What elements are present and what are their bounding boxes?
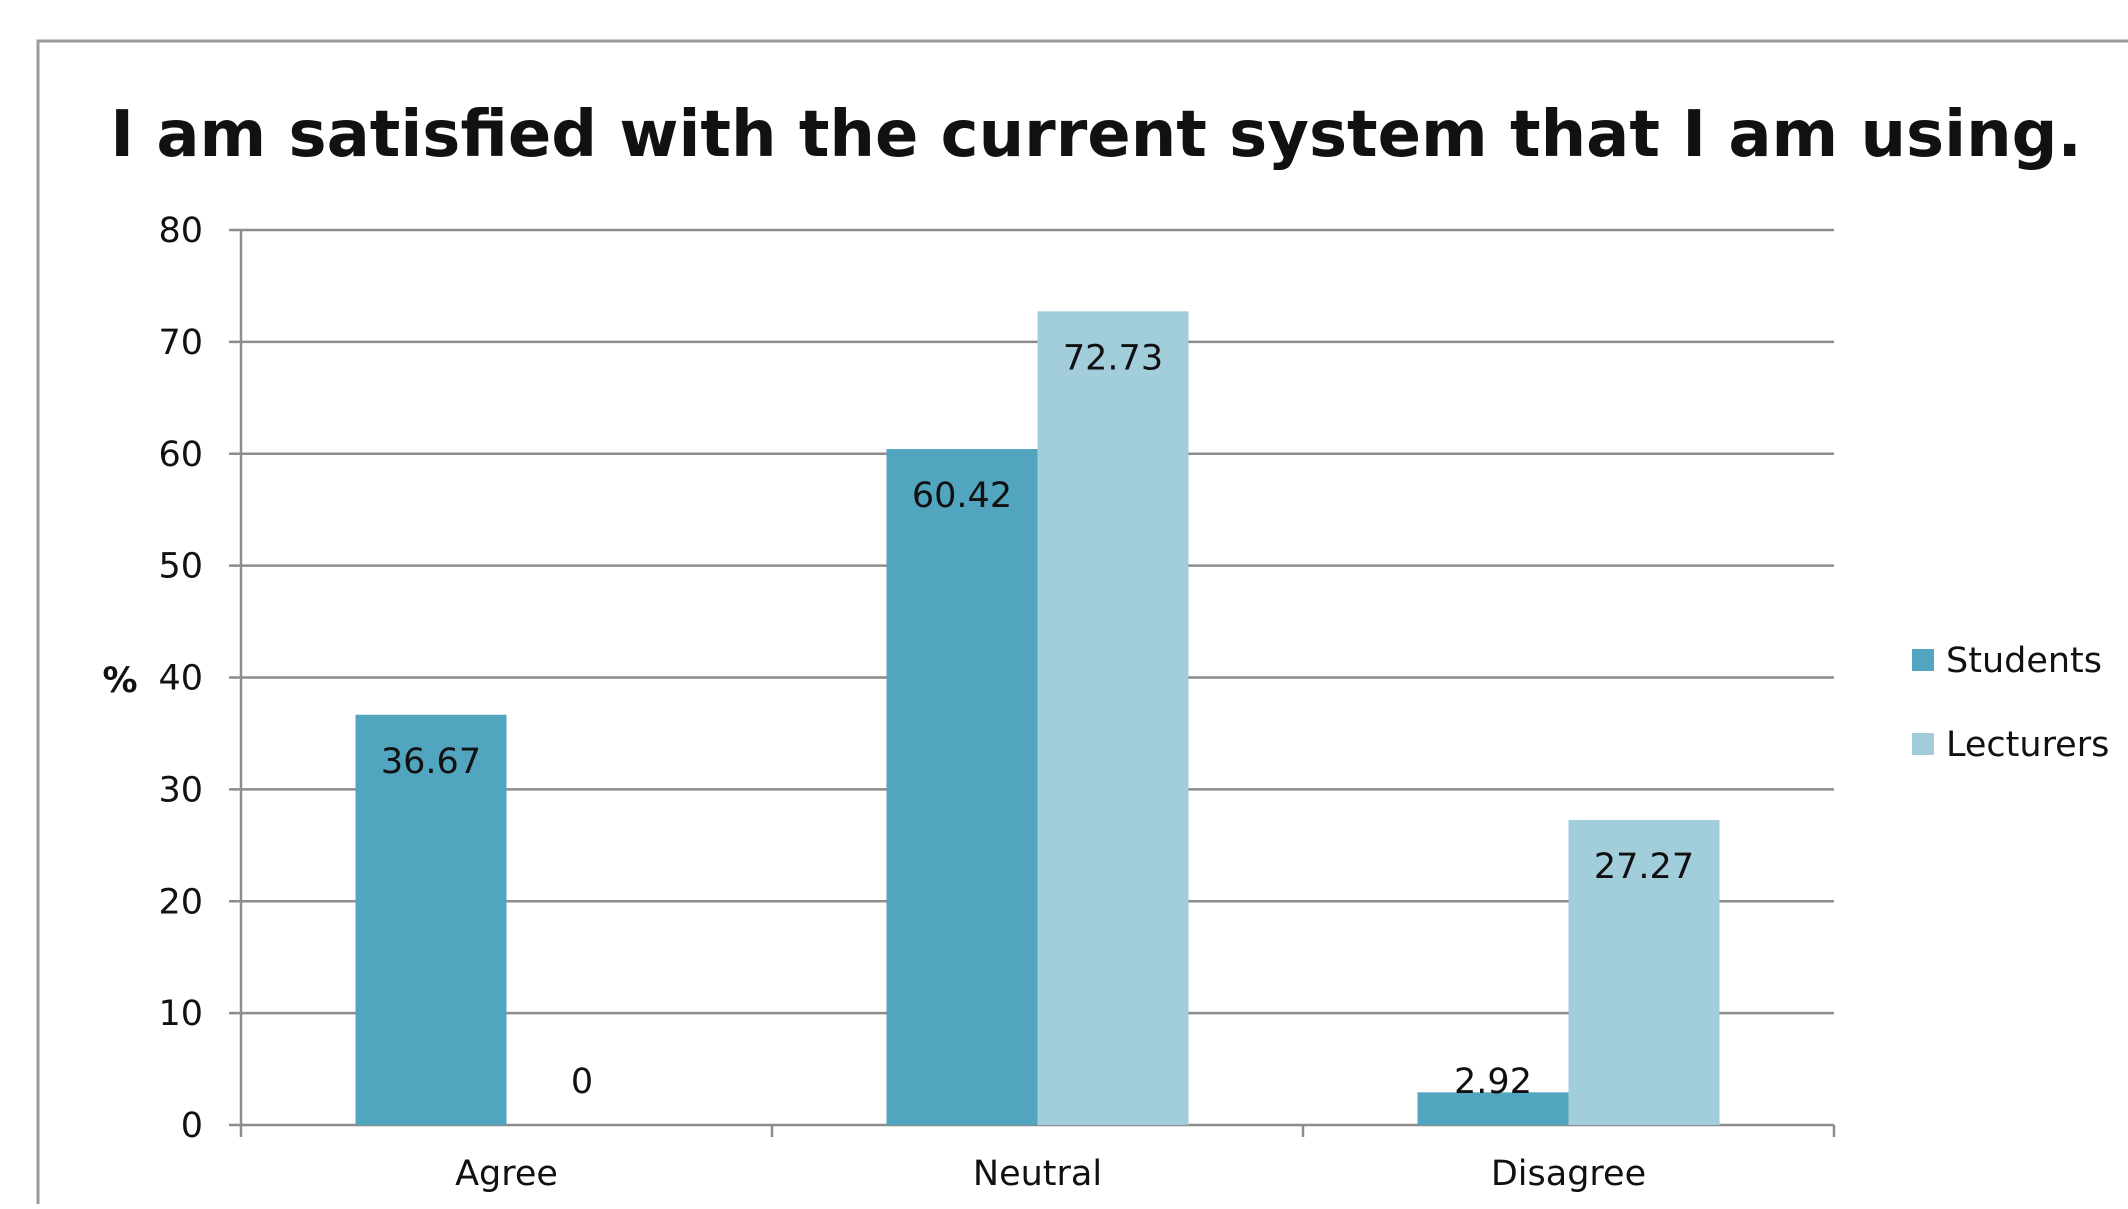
legend-label: Lecturers [1946, 725, 2109, 765]
y-axis-label: % [102, 661, 137, 701]
x-category-labels: Agree Neutral Disagree [455, 1154, 1646, 1194]
y-tick-label: 0 [181, 1106, 203, 1146]
bar-lecturers-neutral [1037, 311, 1189, 1125]
legend-swatch [1912, 649, 1934, 671]
x-category-label: Agree [455, 1154, 558, 1194]
y-tick-label: 60 [158, 435, 203, 475]
bar-students-disagree [1417, 1092, 1569, 1125]
y-tick-label: 70 [158, 323, 203, 363]
y-tick-label: 10 [158, 994, 203, 1034]
x-category-label: Disagree [1491, 1154, 1646, 1194]
y-tick-label: 20 [158, 882, 203, 922]
data-label: 0 [571, 1062, 593, 1102]
legend-label: Students [1946, 641, 2102, 681]
y-tick-label: 40 [158, 659, 203, 699]
legend-swatch [1912, 733, 1934, 755]
data-label: 27.27 [1594, 847, 1694, 887]
y-tick-label: 30 [158, 770, 203, 810]
data-label: 72.73 [1063, 338, 1163, 378]
x-category-label: Neutral [973, 1154, 1102, 1194]
legend: Students Lecturers [1912, 641, 2109, 765]
bar-students-neutral [886, 449, 1038, 1125]
data-labels: 36.67 0 60.42 72.73 2.92 27.27 [381, 338, 1694, 1102]
bars [355, 311, 1720, 1125]
y-tick-label: 50 [158, 547, 203, 587]
y-tick-label: 80 [158, 211, 203, 251]
y-tick-labels: 0 10 20 30 40 50 60 70 80 [158, 211, 203, 1146]
data-label: 60.42 [912, 476, 1012, 516]
data-label: 36.67 [381, 742, 481, 782]
bar-students-agree [355, 714, 507, 1125]
chart-title: I am satisfied with the current system t… [110, 98, 2082, 172]
data-label: 2.92 [1454, 1062, 1532, 1102]
bar-lecturers-disagree [1568, 819, 1720, 1125]
